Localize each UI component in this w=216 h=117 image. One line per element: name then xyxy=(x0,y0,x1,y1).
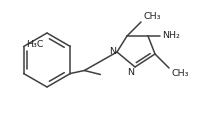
Text: H₃C: H₃C xyxy=(27,40,44,49)
Text: CH₃: CH₃ xyxy=(143,12,160,21)
Text: CH₃: CH₃ xyxy=(171,69,189,78)
Text: N: N xyxy=(109,48,116,57)
Text: NH₂: NH₂ xyxy=(162,31,180,40)
Text: N: N xyxy=(127,68,134,77)
